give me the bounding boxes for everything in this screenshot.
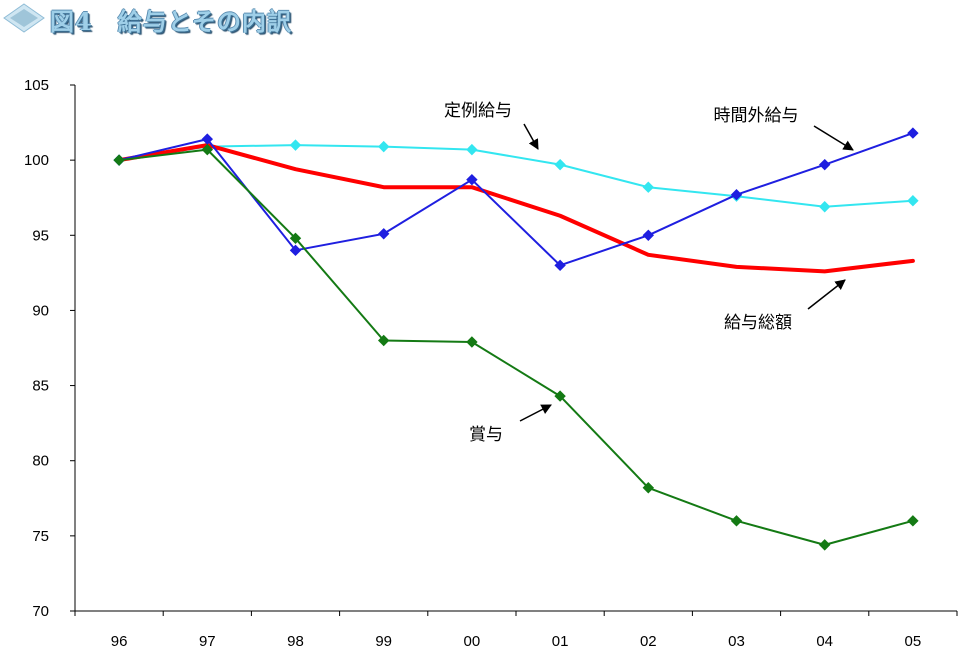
data-point [642,181,655,193]
data-point [201,143,214,156]
annotation-arrow [523,123,539,150]
data-point [642,229,655,241]
annotation-1: 定例給与 [444,101,539,150]
y-tick-label: 95 [32,227,49,244]
series-4 [113,143,919,551]
annotation-label: 給与総額 [724,313,792,333]
x-tick-label: 02 [640,633,657,647]
data-point [907,515,919,527]
series-line [118,148,914,546]
y-tick-label: 85 [32,378,49,395]
data-point [818,158,831,171]
data-point [289,139,302,151]
y-tick-label: 100 [24,152,49,169]
chart-title-bar: 図4 給与とその内訳 [0,0,320,38]
data-point [907,195,919,207]
data-point [730,189,743,201]
annotation-arrow [813,125,854,151]
series-line [118,144,914,208]
data-point [113,154,125,166]
x-tick-label: 03 [728,633,745,647]
data-point [554,390,566,402]
data-point [289,244,302,257]
data-point [466,336,478,348]
x-tick-label: 00 [464,633,481,647]
y-tick-label: 90 [32,302,49,319]
series-line [117,143,915,274]
data-point [377,228,390,240]
annotation-arrow [807,279,846,310]
data-point [554,158,566,171]
data-point [818,201,831,213]
x-tick-label: 05 [905,633,922,647]
data-point [730,515,743,527]
annotation-label: 時間外給与 [714,106,799,126]
diamond-logo-icon [3,3,45,33]
data-point [466,173,478,186]
y-tick-label: 80 [32,453,49,470]
data-point [554,259,566,272]
annotation-3: 給与総額 [724,279,846,333]
x-tick-label: 01 [552,633,569,647]
x-tick-label: 98 [287,633,304,647]
annotation-4: 賞与 [469,404,552,445]
data-point [907,127,919,139]
series-2 [117,143,915,274]
annotation-label: 賞与 [469,425,503,445]
data-point [642,482,655,494]
data-point [289,232,302,244]
x-tick-label: 99 [375,633,392,647]
x-tick-label: 04 [816,633,833,647]
annotation-arrow [519,404,552,422]
series-layer [113,127,919,551]
data-point [377,140,390,153]
chart-title: 図4 給与とその内訳 [50,7,292,36]
chart-axes: 70 75 80 85 90 95 100 105 96 97 98 99 00 01 02 03 04 05 [24,77,958,647]
series-3 [113,127,919,272]
x-tick-label: 96 [111,633,128,647]
data-point [466,143,478,156]
data-point [818,539,831,551]
x-tick-label: 97 [199,633,216,647]
y-tick-label: 75 [32,528,49,545]
annotation-2: 時間外給与 [714,106,854,151]
data-point [377,334,390,347]
y-tick-label: 70 [32,603,49,620]
annotation-label: 定例給与 [444,101,512,121]
y-tick-label: 105 [24,77,49,94]
